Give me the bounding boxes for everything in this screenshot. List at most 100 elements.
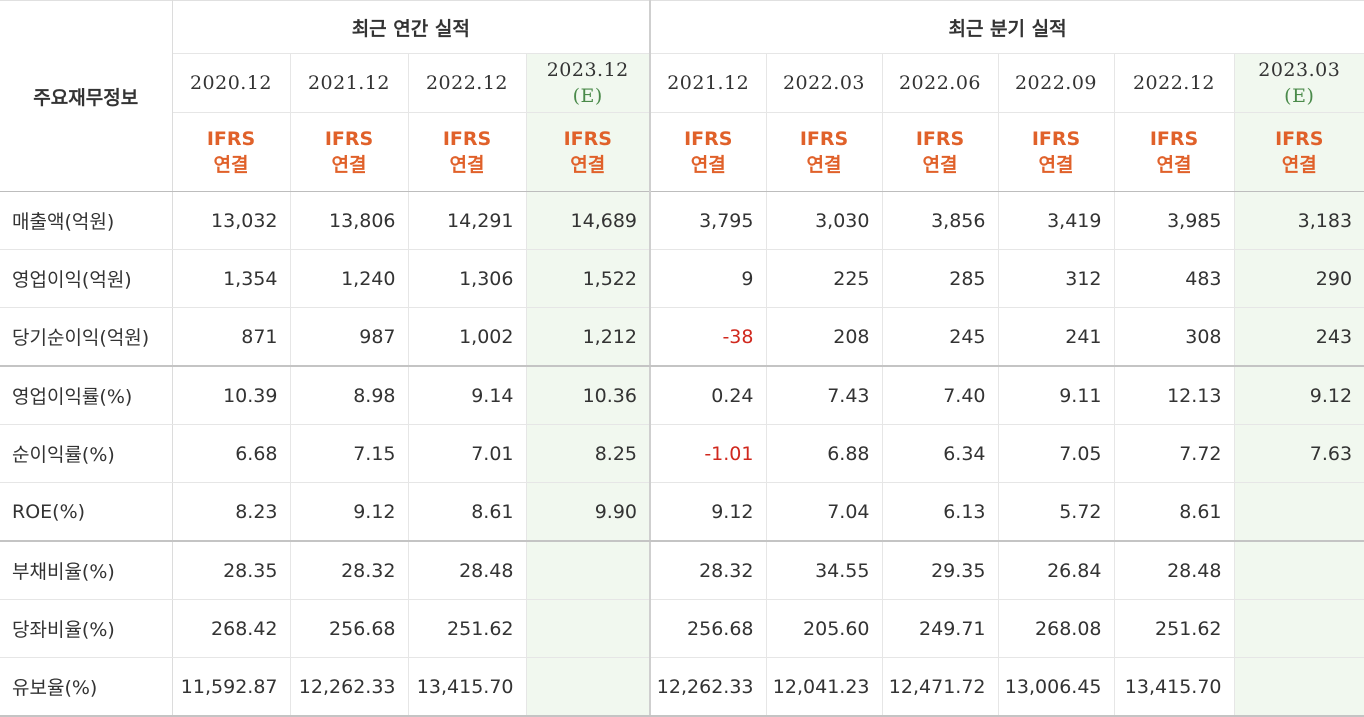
table-cell: 249.71 <box>882 600 998 658</box>
table-cell: 3,419 <box>998 192 1114 250</box>
consolidated-text: 연결 <box>883 152 998 178</box>
period-header-row: 2020.12 2021.12 2022.12 2023.12(E) 2021.12 20… <box>0 54 1364 113</box>
ifrs-text: IFRS <box>883 126 998 152</box>
table-cell: 7.40 <box>882 366 998 425</box>
table-cell: -1.01 <box>650 425 766 483</box>
ifrs-text: IFRS <box>767 126 882 152</box>
period-label: 2021.12 <box>667 72 749 94</box>
estimate-mark: (E) <box>527 83 650 109</box>
table-cell: 268.08 <box>998 600 1114 658</box>
table-cell: 3,985 <box>1114 192 1234 250</box>
period-label: 2020.12 <box>190 72 272 94</box>
table-cell: 9.90 <box>526 483 650 542</box>
table-cell: 6.68 <box>172 425 290 483</box>
table-cell: 10.36 <box>526 366 650 425</box>
table-cell: 7.15 <box>290 425 408 483</box>
table-cell: 285 <box>882 250 998 308</box>
table-cell: 1,354 <box>172 250 290 308</box>
table-cell: 245 <box>882 308 998 367</box>
table-cell: 308 <box>1114 308 1234 367</box>
table-cell: 251.62 <box>1114 600 1234 658</box>
row-label: 부채비율(%) <box>0 541 172 600</box>
ifrs-text: IFRS <box>999 126 1114 152</box>
table-cell: 29.35 <box>882 541 998 600</box>
period-header: 2022.06 <box>882 54 998 113</box>
table-cell: 28.35 <box>172 541 290 600</box>
ifrs-text: IFRS <box>651 126 766 152</box>
table-cell: 290 <box>1234 250 1364 308</box>
ifrs-text: IFRS <box>409 126 526 152</box>
table-cell <box>1234 658 1364 717</box>
table-cell <box>526 600 650 658</box>
table-cell: 6.88 <box>766 425 882 483</box>
annual-group-header: 최근 연간 실적 <box>172 1 650 54</box>
table-cell: 9.12 <box>290 483 408 542</box>
table-cell: 225 <box>766 250 882 308</box>
table-cell: 9 <box>650 250 766 308</box>
table-cell: 13,415.70 <box>408 658 526 717</box>
table-cell: 6.13 <box>882 483 998 542</box>
row-label: 당좌비율(%) <box>0 600 172 658</box>
table-cell: 871 <box>172 308 290 367</box>
table-cell: 13,415.70 <box>1114 658 1234 717</box>
table-cell: 1,212 <box>526 308 650 367</box>
period-header: 2021.12 <box>650 54 766 113</box>
consolidated-text: 연결 <box>999 152 1114 178</box>
table-cell: 208 <box>766 308 882 367</box>
table-cell: 8.61 <box>408 483 526 542</box>
consolidated-text: 연결 <box>767 152 882 178</box>
period-label: 2023.12 <box>547 59 629 81</box>
table-cell: 9.14 <box>408 366 526 425</box>
table-cell: 9.11 <box>998 366 1114 425</box>
table-cell: 12,262.33 <box>290 658 408 717</box>
table-cell: 1,240 <box>290 250 408 308</box>
period-header: 2022.12 <box>408 54 526 113</box>
table-cell <box>526 541 650 600</box>
period-label: 2022.09 <box>1015 72 1097 94</box>
period-header: 2022.09 <box>998 54 1114 113</box>
period-label: 2022.12 <box>426 72 508 94</box>
table-cell: 1,002 <box>408 308 526 367</box>
table-cell: 9.12 <box>1234 366 1364 425</box>
table-cell: 8.98 <box>290 366 408 425</box>
table-cell <box>526 658 650 717</box>
period-label: 2022.06 <box>899 72 981 94</box>
period-label: 2022.03 <box>783 72 865 94</box>
consolidated-text: 연결 <box>173 152 290 178</box>
table-cell: 987 <box>290 308 408 367</box>
table-cell: -38 <box>650 308 766 367</box>
table-cell: 12,471.72 <box>882 658 998 717</box>
table-cell: 268.42 <box>172 600 290 658</box>
table-cell: 8.61 <box>1114 483 1234 542</box>
table-cell: 10.39 <box>172 366 290 425</box>
table-cell: 14,291 <box>408 192 526 250</box>
period-header: 2021.12 <box>290 54 408 113</box>
table-cell: 3,030 <box>766 192 882 250</box>
ifrs-text: IFRS <box>291 126 408 152</box>
row-label: 순이익률(%) <box>0 425 172 483</box>
table-cell: 12.13 <box>1114 366 1234 425</box>
table-cell: 7.43 <box>766 366 882 425</box>
consolidated-text: 연결 <box>651 152 766 178</box>
period-label: 2022.12 <box>1133 72 1215 94</box>
ifrs-text: IFRS <box>527 126 650 152</box>
table-cell: 28.32 <box>650 541 766 600</box>
table-cell: 5.72 <box>998 483 1114 542</box>
period-header: 2022.03 <box>766 54 882 113</box>
row-label: 유보율(%) <box>0 658 172 717</box>
table-cell: 205.60 <box>766 600 882 658</box>
table-cell: 13,006.45 <box>998 658 1114 717</box>
